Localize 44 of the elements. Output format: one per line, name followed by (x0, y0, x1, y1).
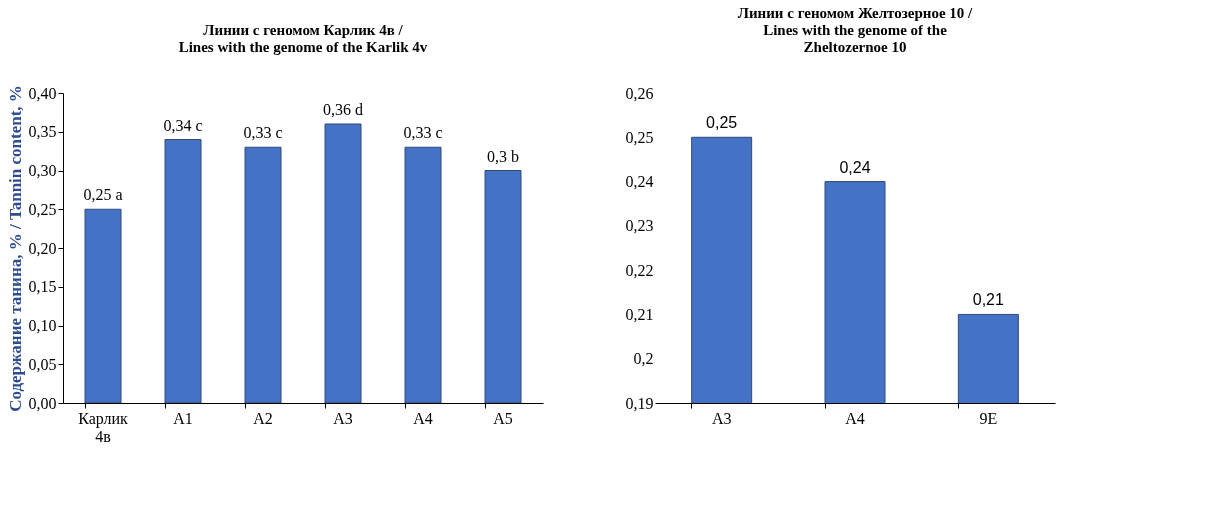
y-axis-title: Содержание танина, % / Tannin content, % (5, 85, 25, 412)
x-tick-label: A3 (333, 409, 353, 427)
y-tick-label: 0,23 (625, 217, 654, 235)
x-tick-label: A2 (253, 409, 273, 427)
y-tick-label: 0,40 (28, 84, 57, 102)
data-label: 0,33 c (243, 124, 283, 142)
y-tick-label: 0,05 (28, 355, 57, 373)
data-label: 0,36 d (323, 101, 363, 118)
data-label: 0,25 (706, 114, 738, 132)
y-tick-label: 0,25 (28, 200, 57, 218)
bar (484, 170, 522, 403)
y-tick-label: 0,24 (625, 173, 654, 191)
bar (84, 208, 122, 403)
x-tick-label: 9E (979, 409, 998, 427)
data-label: 0,33 c (403, 124, 443, 142)
y-tick-label: 0,15 (28, 278, 57, 296)
y-tick-label: 0,30 (28, 162, 57, 179)
x-tick-label: A3 (711, 409, 732, 427)
y-tick-label: 0,26 (625, 84, 654, 102)
data-label: 0,21 (972, 291, 1005, 309)
y-tick-label: 0,00 (28, 394, 57, 412)
bar (404, 146, 442, 403)
y-tick-label: 0,22 (625, 261, 654, 279)
y-tick-label: 0,10 (28, 317, 57, 334)
bar (244, 146, 282, 403)
data-label: 0,34 c (163, 116, 203, 134)
bar (164, 139, 202, 403)
y-tick-label: 0,20 (28, 239, 57, 257)
data-label: 0,24 (839, 158, 871, 176)
chart-title: Линии с геномом Карлик 4в / Lines with the genome of the Karlik 4v (178, 21, 428, 55)
x-tick-label: A1 (173, 409, 193, 427)
y-tick-label: 0,21 (625, 305, 654, 323)
y-tick-label: 0,2 (633, 350, 654, 368)
bar (324, 123, 362, 403)
x-tick-label: A4 (845, 409, 865, 427)
x-tick-label: A5 (493, 409, 513, 427)
y-tick-label: 0,35 (28, 123, 57, 141)
x-tick-label: Карлик 4в (78, 409, 129, 445)
data-label: 0,25 a (83, 186, 123, 204)
y-tick-label: 0,25 (625, 128, 654, 146)
x-tick-label: A4 (413, 409, 433, 427)
y-tick-label: 0,19 (625, 394, 654, 412)
data-label: 0,3 b (487, 147, 519, 165)
chart-title: Линии с геномом Желтозерное 10 / Lines with the genome of the Zheltozernoe 10 (737, 5, 974, 55)
